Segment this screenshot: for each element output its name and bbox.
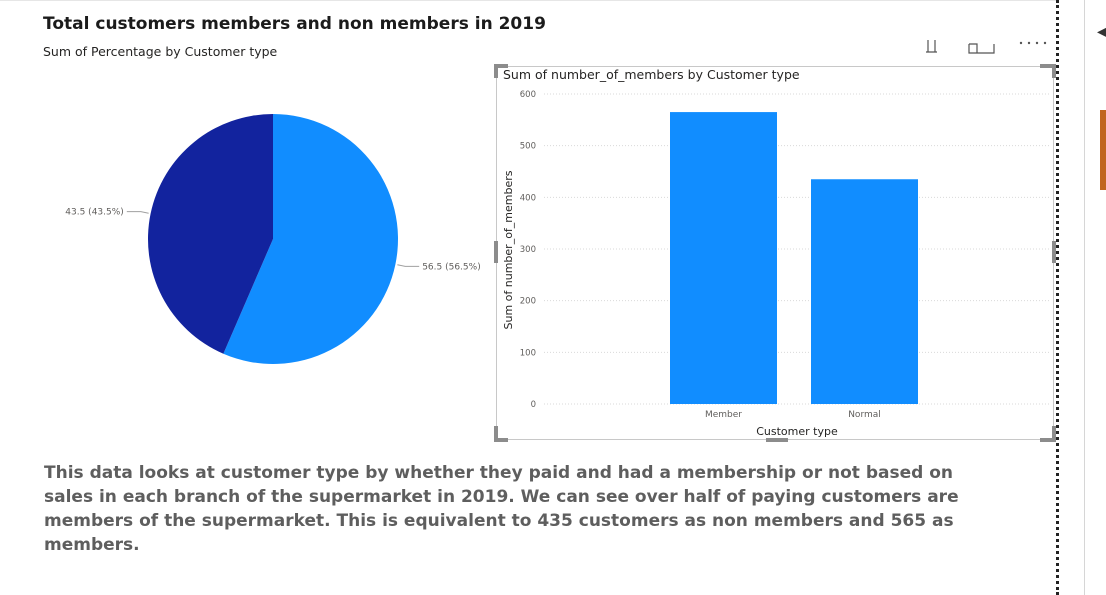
canvas-dotted-border bbox=[1056, 0, 1059, 595]
pane-accent-marker bbox=[1100, 110, 1106, 190]
pie-slice-normal[interactable] bbox=[147, 114, 273, 354]
pie-data-label-normal: 43.5 (43.5%) bbox=[65, 208, 124, 218]
resize-handle-bottom-left-vertical[interactable] bbox=[494, 426, 498, 442]
focus-mode-icon[interactable] bbox=[967, 38, 997, 56]
y-axis-title: Sum of number_of_members bbox=[502, 170, 515, 329]
pie-chart-subtitle: Sum of Percentage by Customer type bbox=[43, 44, 278, 59]
pie-chart-title: Total customers members and non members … bbox=[43, 14, 546, 34]
y-tick-label: 300 bbox=[520, 245, 536, 255]
bar-chart-title: Sum of number_of_members by Customer typ… bbox=[503, 67, 800, 82]
resize-handle-top-left-vertical[interactable] bbox=[494, 64, 498, 78]
bar-chart[interactable]: 0 100 200 300 400 500 600 Member Normal Customer … bbox=[496, 66, 1054, 440]
description-text: This data looks at customer type by whet… bbox=[44, 463, 959, 555]
resize-handle-bottom-left[interactable] bbox=[494, 438, 508, 442]
pie-chart[interactable]: 56.5 (56.5%) 43.5 (43.5%) bbox=[40, 75, 490, 445]
pie-slice-member[interactable] bbox=[223, 114, 398, 364]
y-tick-label: 0 bbox=[531, 400, 536, 410]
resize-handle-right-middle[interactable] bbox=[1052, 241, 1056, 263]
x-axis-title: Customer type bbox=[756, 425, 838, 438]
x-tick-label-normal: Normal bbox=[848, 410, 881, 420]
resize-handle-bottom-right[interactable] bbox=[1040, 438, 1056, 442]
resize-handle-top-right[interactable] bbox=[1040, 64, 1056, 68]
pane-divider bbox=[1084, 0, 1085, 595]
y-tick-label: 500 bbox=[520, 142, 536, 152]
y-tick-label: 600 bbox=[520, 90, 536, 100]
y-tick-label: 100 bbox=[520, 348, 536, 358]
pie-leader-line-member bbox=[397, 264, 420, 267]
resize-handle-left-middle[interactable] bbox=[494, 241, 498, 263]
bar-normal[interactable] bbox=[811, 179, 918, 404]
x-tick-label-member: Member bbox=[705, 410, 742, 420]
bar-member[interactable] bbox=[670, 112, 777, 405]
top-border bbox=[0, 0, 1056, 1]
resize-handle-top-right-vertical[interactable] bbox=[1052, 64, 1056, 78]
pie-data-label-member: 56.5 (56.5%) bbox=[422, 262, 481, 272]
resize-handle-bottom-middle[interactable] bbox=[766, 438, 788, 442]
more-options-icon[interactable] bbox=[1017, 38, 1047, 48]
collapse-pane-arrow-icon[interactable]: ◀ bbox=[1097, 24, 1106, 40]
pin-icon[interactable] bbox=[925, 38, 939, 56]
resize-handle-top-left[interactable] bbox=[494, 64, 508, 68]
y-tick-label: 400 bbox=[520, 193, 536, 203]
y-tick-label: 200 bbox=[520, 297, 536, 307]
resize-handle-bottom-right-vertical[interactable] bbox=[1052, 426, 1056, 442]
pie-leader-line-normal bbox=[126, 211, 149, 214]
